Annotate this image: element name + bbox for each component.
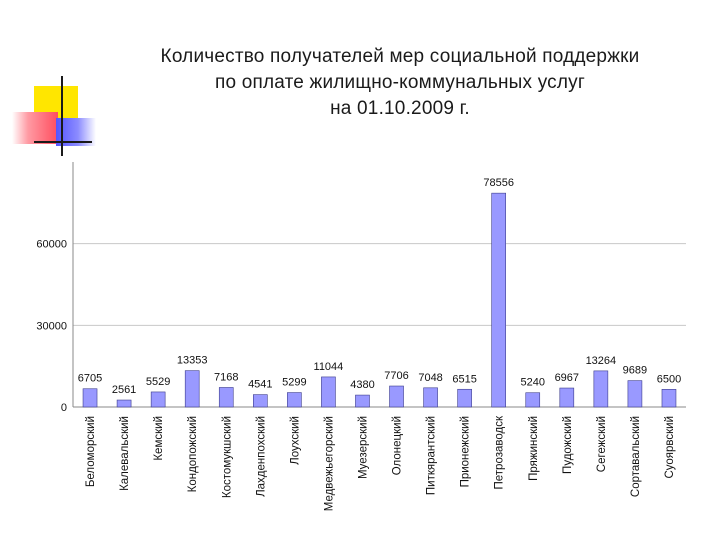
category-label: Беломорский — [85, 416, 97, 487]
data-label: 13353 — [177, 355, 208, 367]
data-label: 7048 — [418, 372, 442, 384]
slide-title: Количество получателей мер социальной по… — [100, 44, 700, 122]
grid-layer — [73, 243, 686, 326]
bar — [116, 399, 132, 408]
y-tick-label: 60000 — [36, 239, 67, 251]
category-label: Лахденпохский — [255, 416, 267, 497]
bar — [389, 385, 404, 408]
data-label: 9689 — [623, 365, 647, 377]
category-label-layer: Беломорский Калевальский Кемский Кондопожск… — [85, 415, 676, 511]
bar — [593, 370, 609, 408]
bar — [253, 394, 268, 408]
data-label: 6705 — [78, 373, 102, 385]
category-label: Пудожский — [562, 416, 574, 474]
logo-red-square — [12, 112, 58, 144]
category-label: Кемский — [153, 416, 165, 461]
data-label: 13264 — [586, 355, 617, 367]
category-label: Костомукшский — [221, 416, 233, 498]
logo-decoration — [0, 0, 100, 160]
category-label: Пряжинский — [528, 416, 540, 481]
category-label: Петрозаводск — [494, 415, 506, 489]
data-label: 7706 — [384, 370, 408, 382]
data-label: 6500 — [657, 373, 681, 385]
title-line-3: на 01.10.2009 г. — [330, 98, 470, 119]
category-label: Медвежьегорский — [323, 416, 335, 511]
data-label: 4380 — [350, 379, 374, 391]
title-line-2: по оплате жилищно-коммунальных услуг — [214, 72, 585, 93]
bar — [457, 388, 472, 408]
category-label: Прионежский — [460, 416, 472, 487]
logo-horizontal-line — [34, 141, 92, 143]
data-label: 6967 — [555, 372, 579, 384]
bar — [423, 387, 438, 408]
bar — [355, 394, 370, 408]
axis-layer: 0 30000 60000 — [36, 162, 686, 414]
value-label-layer: 6705 2561 5529 13353 7168 4541 5299 11044 4380 77… — [78, 177, 681, 396]
bar — [627, 380, 643, 408]
data-label: 5529 — [146, 376, 170, 388]
category-label: Калевальский — [119, 416, 131, 491]
data-label: 5299 — [282, 377, 306, 389]
category-label: Кондопожский — [187, 416, 199, 492]
logo-vertical-line — [61, 76, 63, 156]
bar — [150, 391, 166, 408]
bar — [287, 392, 302, 408]
bar — [525, 392, 541, 408]
data-label: 6515 — [452, 373, 476, 385]
bar — [184, 370, 200, 408]
data-label: 4541 — [248, 379, 272, 391]
y-tick-label: 0 — [61, 402, 67, 414]
category-label: Суоярвский — [664, 416, 676, 479]
bar — [218, 387, 234, 408]
bar-layer — [82, 192, 677, 408]
y-tick-label: 30000 — [36, 320, 67, 332]
category-label: Сегежский — [596, 416, 608, 472]
category-label: Питкярантский — [426, 416, 438, 495]
category-label: Сортавальский — [630, 416, 642, 497]
category-label: Олонецкий — [392, 416, 404, 475]
data-label: 7168 — [214, 371, 238, 383]
bar — [559, 387, 575, 408]
bar — [491, 192, 506, 408]
category-label: Лоухский — [289, 416, 301, 465]
category-label: Муезерский — [357, 416, 369, 479]
bar — [82, 388, 98, 408]
title-line-1: Количество получателей мер социальной по… — [160, 46, 640, 67]
data-label: 11044 — [314, 361, 344, 373]
data-label: 78556 — [483, 177, 514, 189]
bar — [661, 389, 677, 408]
bar — [321, 376, 336, 408]
data-label: 2561 — [112, 384, 136, 396]
data-label: 5240 — [521, 377, 545, 389]
